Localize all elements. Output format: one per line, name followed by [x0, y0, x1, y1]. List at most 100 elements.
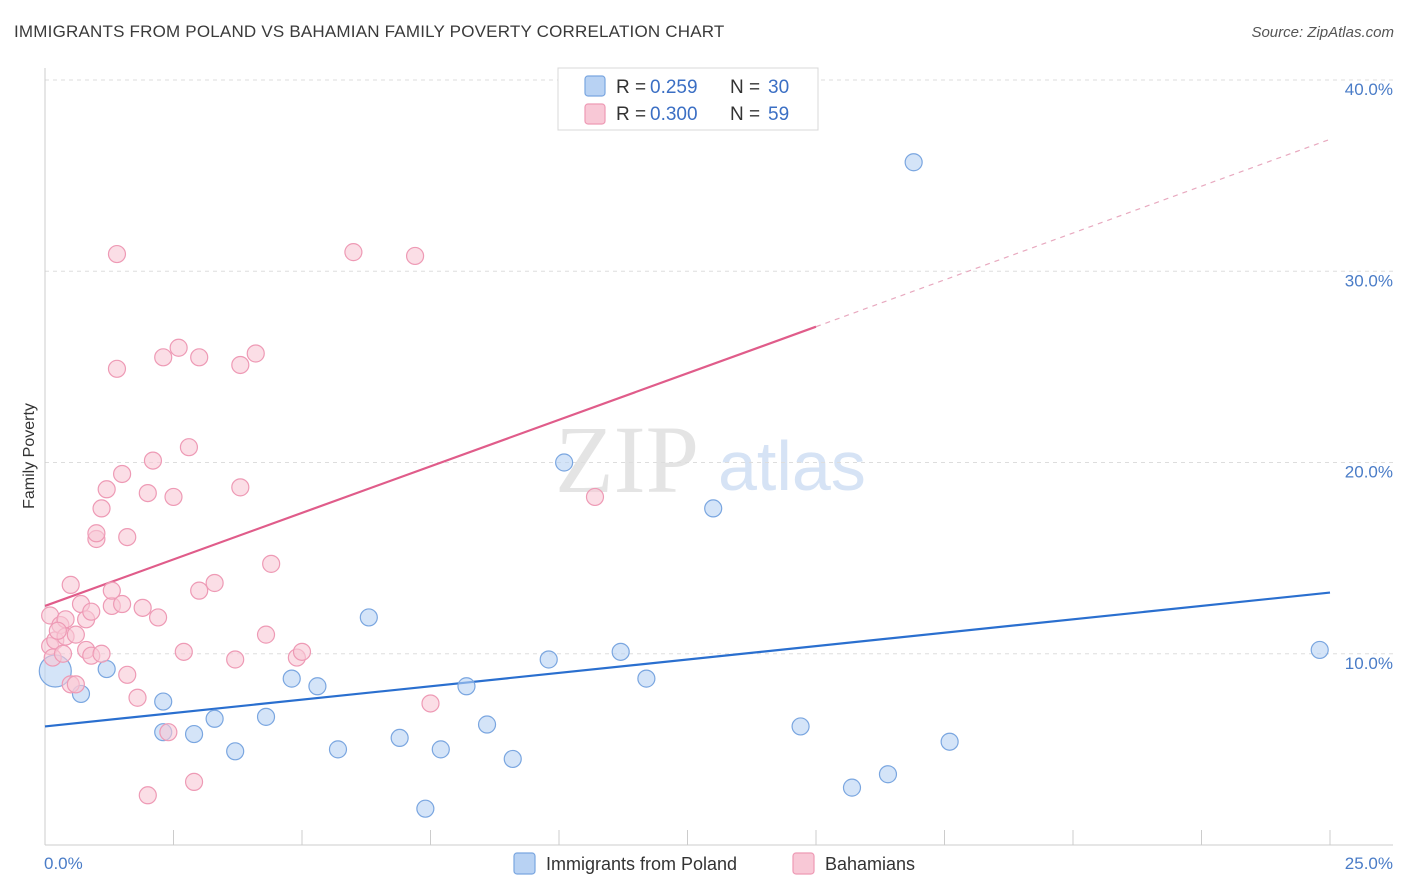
trend-line-poland: [44, 591, 1331, 728]
point-bahamians: [53, 644, 73, 663]
point-bahamians: [128, 688, 147, 707]
point-poland: [878, 765, 898, 784]
point-poland: [555, 453, 574, 472]
x-tick-label: 0.0%: [44, 854, 83, 873]
point-bahamians: [92, 644, 111, 663]
point-poland: [611, 642, 630, 661]
series-legend-swatch-bahamians: [792, 852, 815, 875]
point-poland: [328, 740, 348, 759]
point-bahamians: [179, 438, 199, 457]
point-bahamians: [138, 484, 157, 503]
point-bahamians: [226, 650, 245, 669]
data-points: [38, 153, 1329, 818]
point-poland: [359, 608, 378, 627]
point-poland: [940, 732, 959, 751]
trend-lines: [44, 138, 1331, 728]
trend-line-bahamians: [44, 325, 817, 607]
point-bahamians: [344, 243, 363, 262]
point-bahamians: [107, 244, 127, 264]
watermark-atlas: atlas: [718, 427, 866, 505]
point-bahamians: [190, 348, 209, 367]
series-legend-swatch-poland: [513, 852, 536, 875]
series-legend: Immigrants from Poland Bahamians: [513, 852, 915, 875]
y-tick-label: 20.0%: [1345, 463, 1393, 482]
point-bahamians: [246, 344, 265, 363]
point-bahamians: [231, 478, 250, 497]
y-tick-label: 30.0%: [1345, 271, 1393, 290]
point-bahamians: [48, 621, 67, 640]
point-bahamians: [231, 355, 250, 375]
point-bahamians: [292, 642, 312, 661]
point-bahamians: [585, 487, 605, 507]
stats-legend-n-label-2: N =: [730, 104, 760, 125]
stats-legend-r-label-1: R =: [616, 77, 646, 98]
y-tick-label: 40.0%: [1345, 80, 1393, 99]
point-bahamians: [133, 598, 152, 617]
chart-title: IMMIGRANTS FROM POLAND VS BAHAMIAN FAMIL…: [14, 22, 725, 41]
y-axis-label: Family Poverty: [21, 403, 38, 509]
stats-legend-swatch-blue: [584, 75, 606, 97]
point-bahamians: [87, 524, 106, 543]
point-bahamians: [102, 581, 121, 600]
point-poland: [503, 749, 522, 769]
point-bahamians: [148, 608, 168, 627]
point-bahamians: [112, 594, 132, 614]
point-bahamians: [159, 723, 178, 742]
series-legend-label-poland: Immigrants from Poland: [546, 854, 737, 874]
point-bahamians: [256, 625, 276, 644]
stats-legend-n-value-2: 59: [768, 104, 789, 125]
point-poland: [431, 740, 450, 759]
point-bahamians: [143, 451, 163, 470]
point-bahamians: [164, 487, 183, 507]
point-bahamians: [61, 575, 80, 595]
stats-legend-r-value-2: 0.300: [650, 104, 698, 125]
point-bahamians: [421, 694, 440, 713]
point-poland: [904, 153, 923, 172]
axes: 10.0% 20.0% 30.0% 40.0% 0.0% 25.0%: [44, 68, 1393, 873]
x-tick-label: 25.0%: [1345, 854, 1393, 873]
point-bahamians: [138, 786, 157, 805]
point-bahamians: [118, 527, 137, 547]
point-bahamians: [92, 499, 111, 518]
point-poland: [226, 742, 245, 761]
stats-legend-r-value-1: 0.259: [650, 77, 698, 98]
point-poland: [539, 650, 558, 669]
point-poland: [704, 499, 723, 518]
point-poland: [154, 692, 173, 711]
point-poland: [308, 677, 327, 696]
point-bahamians: [205, 573, 224, 593]
point-bahamians: [262, 554, 281, 573]
point-poland: [205, 709, 224, 728]
point-poland: [842, 778, 862, 797]
stats-legend: R = 0.259 N = 30 R = 0.300 N = 59: [557, 67, 819, 131]
point-bahamians: [154, 348, 173, 367]
point-bahamians: [190, 581, 209, 600]
point-poland: [1310, 640, 1329, 660]
point-poland: [97, 659, 116, 679]
point-poland: [477, 715, 497, 734]
point-bahamians: [66, 675, 85, 694]
point-poland: [791, 717, 810, 736]
point-poland: [184, 724, 204, 744]
chart-source: Source: ZipAtlas.com: [1251, 24, 1394, 41]
stats-legend-swatch-pink: [584, 103, 606, 125]
point-poland: [457, 677, 476, 696]
stats-legend-n-value-1: 30: [768, 77, 789, 98]
point-poland: [256, 707, 276, 726]
point-poland: [637, 669, 656, 688]
point-bahamians: [118, 665, 137, 684]
watermark: ZIP atlas: [555, 406, 866, 513]
trend-line-bahamians-extension: [815, 138, 1331, 328]
point-bahamians: [66, 625, 85, 644]
point-bahamians: [174, 642, 193, 661]
point-bahamians: [184, 772, 204, 791]
point-bahamians: [97, 480, 116, 499]
point-bahamians: [405, 246, 425, 266]
point-poland: [390, 728, 409, 748]
series-legend-label-bahamians: Bahamians: [825, 854, 915, 874]
point-bahamians: [82, 602, 101, 621]
watermark-zip: ZIP: [555, 406, 699, 513]
y-tick-label: 10.0%: [1345, 654, 1393, 673]
point-poland: [416, 799, 435, 818]
